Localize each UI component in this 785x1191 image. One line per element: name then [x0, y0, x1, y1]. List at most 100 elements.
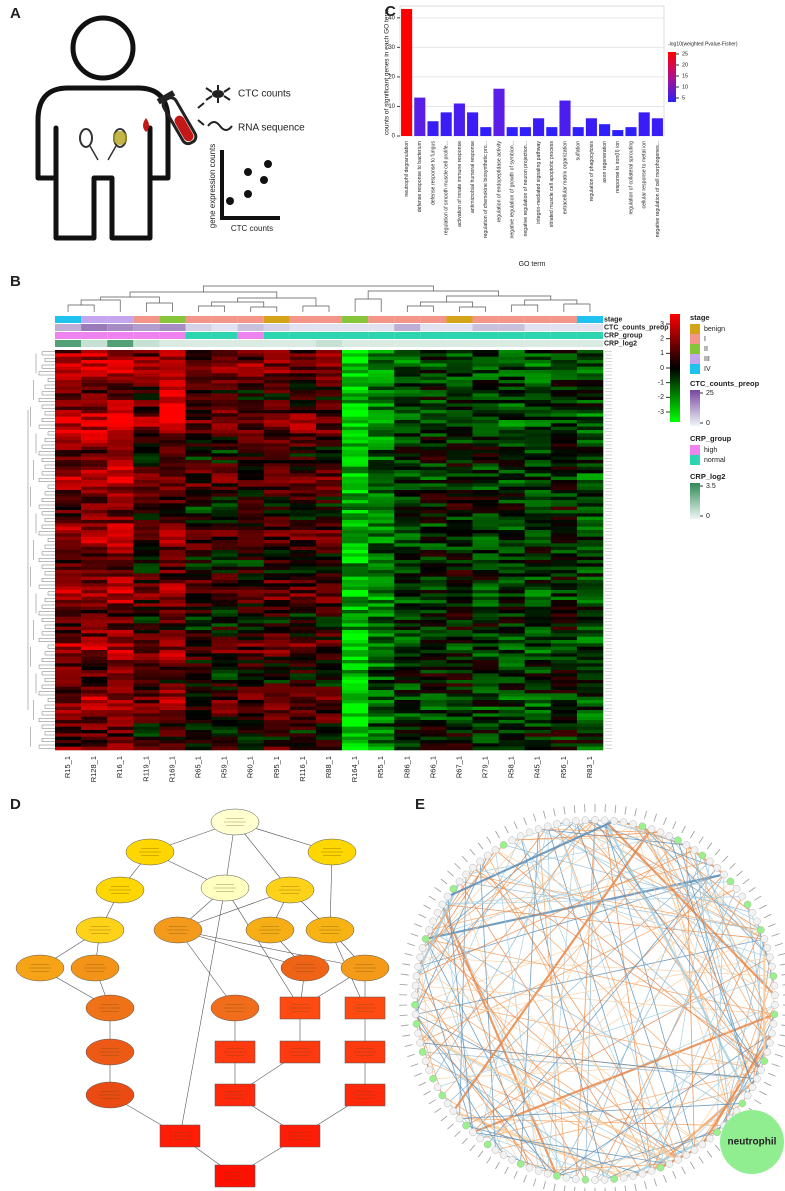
gene-label: [681, 825, 686, 834]
heatmap-cell: [55, 430, 82, 434]
heatmap-cell: [342, 690, 369, 694]
heatmap-cell: [394, 713, 421, 717]
heatmap-cell: [185, 690, 212, 694]
heatmap-cell: [81, 676, 108, 681]
heatmap-cell: [524, 573, 552, 577]
heatmap-cell: [342, 426, 369, 431]
heatmap-cell: [342, 450, 369, 454]
heatmap-cell: [185, 446, 212, 451]
legend-tick-label: 0: [706, 420, 710, 427]
heatmap-cell: [498, 543, 526, 547]
icons: [197, 85, 233, 131]
heatmap-cell: [107, 686, 134, 691]
heatmap-cell: [576, 713, 604, 717]
heatmap-cell: [576, 650, 604, 654]
heatmap-cell: [394, 486, 421, 491]
heatmap-cell: [133, 566, 160, 571]
gene-node: [414, 962, 422, 971]
heatmap-cell: [524, 383, 552, 387]
bar: [612, 130, 624, 136]
heatmap-cell: [315, 466, 343, 471]
heatmap-cell: [159, 453, 186, 457]
heatmap-cell: [263, 673, 291, 677]
heatmap-cell: [446, 403, 473, 407]
heatmap-cell: [498, 423, 526, 427]
heatmap-cell: [524, 426, 552, 431]
heatmap-cell: [211, 636, 238, 641]
heatmap-cell: [342, 563, 369, 567]
gene-label: [759, 1090, 767, 1096]
heatmap-cell: [524, 596, 552, 601]
gene-label: [768, 923, 776, 928]
heatmap-cell: [420, 496, 447, 501]
heatmap-cell: [368, 636, 395, 641]
heatmap-cell: [81, 386, 108, 391]
heatmap-cell: [81, 680, 108, 684]
heatmap-cell: [394, 526, 421, 531]
heatmap-cell: [342, 700, 369, 704]
heatmap-cell: [420, 730, 447, 734]
heatmap-cell: [133, 586, 160, 591]
heatmap-cell: [211, 680, 238, 684]
heatmap-cell: [576, 620, 604, 624]
heatmap-cell: [263, 396, 291, 401]
heatmap-cell: [81, 413, 108, 417]
heatmap-cell: [472, 620, 499, 624]
heatmap-cell: [472, 713, 499, 717]
heatmap-cell: [420, 436, 447, 441]
legend-swatch: [690, 344, 700, 354]
heatmap-cell: [55, 360, 82, 364]
heatmap-cell: [159, 616, 186, 621]
heatmap-cell: [472, 690, 499, 694]
heatmap-cell: [289, 373, 317, 377]
network-edge: [756, 930, 762, 1079]
heatmap-cell: [524, 716, 552, 721]
heatmap-cell: [55, 656, 82, 661]
heatmap-cell: [289, 463, 317, 467]
heatmap-cell: [394, 663, 421, 667]
heatmap-cell: [394, 510, 421, 514]
gene-label: [644, 1181, 647, 1190]
heatmap-cell: [394, 653, 421, 657]
heatmap-cell: [315, 723, 343, 727]
heatmap-cell: [368, 613, 395, 617]
heatmap-cell: [368, 650, 395, 654]
heatmap-cell: [446, 390, 473, 394]
heatmap-cell: [159, 690, 186, 694]
heatmap-cell: [342, 746, 369, 751]
heatmap-cell: [550, 503, 578, 507]
heatmap-cell: [289, 636, 317, 641]
heatmap-cell: [159, 350, 186, 354]
gene-node: [516, 832, 525, 840]
heatmap-cell: [394, 636, 421, 641]
gene-label: [400, 973, 409, 976]
gene-label: [742, 878, 750, 885]
heatmap-cell: [289, 690, 317, 694]
heatmap-cell: [107, 463, 134, 467]
heatmap-cell: [263, 573, 291, 577]
ctc-cell: [237, 324, 264, 331]
heatmap-cell: [550, 393, 578, 397]
heatmap-cell: [524, 736, 552, 741]
heatmap-cell: [237, 373, 265, 377]
heatmap-cell: [576, 433, 604, 437]
heatmap-cell: [446, 370, 473, 374]
heatmap-cell: [394, 573, 421, 577]
heatmap-cell: [498, 680, 526, 684]
heatmap-cell: [133, 626, 160, 631]
heatmap-cell: [394, 460, 421, 464]
heatmap-cell: [55, 520, 82, 524]
heatmap-cell: [576, 366, 604, 371]
heatmap-cell: [342, 413, 369, 417]
heatmap-cell: [159, 383, 186, 387]
heatmap-cell: [576, 573, 604, 577]
heatmap-cell: [368, 520, 395, 524]
heatmap-cell: [576, 496, 604, 501]
gene-label: [461, 1137, 468, 1145]
gene-node: [562, 1173, 571, 1182]
heatmap-cell: [289, 623, 317, 627]
heatmap-cell: [289, 613, 317, 617]
gene-node: [753, 1074, 761, 1083]
heatmap-cell: [498, 376, 526, 381]
heatmap-cell: [237, 406, 265, 411]
